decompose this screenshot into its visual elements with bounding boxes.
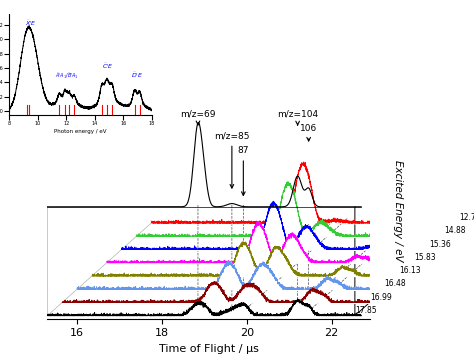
Text: m/z=104: m/z=104 xyxy=(277,110,318,125)
Text: 14.88: 14.88 xyxy=(444,227,465,236)
Text: $\tilde{D}'E$: $\tilde{D}'E$ xyxy=(131,71,144,80)
Text: 16.48: 16.48 xyxy=(384,280,406,289)
X-axis label: Photon energy / eV: Photon energy / eV xyxy=(55,129,107,134)
Text: m/z=69: m/z=69 xyxy=(180,110,216,125)
Text: 106: 106 xyxy=(300,124,317,141)
Text: 12.75: 12.75 xyxy=(459,213,474,222)
Text: $\tilde{X}'E$: $\tilde{X}'E$ xyxy=(25,19,37,29)
Text: $\tilde{C}'E$: $\tilde{C}'E$ xyxy=(102,62,113,72)
X-axis label: Time of Flight / μs: Time of Flight / μs xyxy=(159,344,258,354)
Text: m/z=85: m/z=85 xyxy=(214,132,250,188)
Text: 87: 87 xyxy=(237,146,249,195)
Text: 17.85: 17.85 xyxy=(355,306,376,315)
Text: $\tilde{A}'A_1/\tilde{B}'A_1$: $\tilde{A}'A_1/\tilde{B}'A_1$ xyxy=(55,71,78,81)
Text: 15.36: 15.36 xyxy=(429,240,451,249)
Text: Excited Energy / eV: Excited Energy / eV xyxy=(393,160,403,262)
Text: 15.83: 15.83 xyxy=(414,253,436,262)
Text: 16.13: 16.13 xyxy=(400,266,421,275)
Text: 16.99: 16.99 xyxy=(370,293,392,302)
